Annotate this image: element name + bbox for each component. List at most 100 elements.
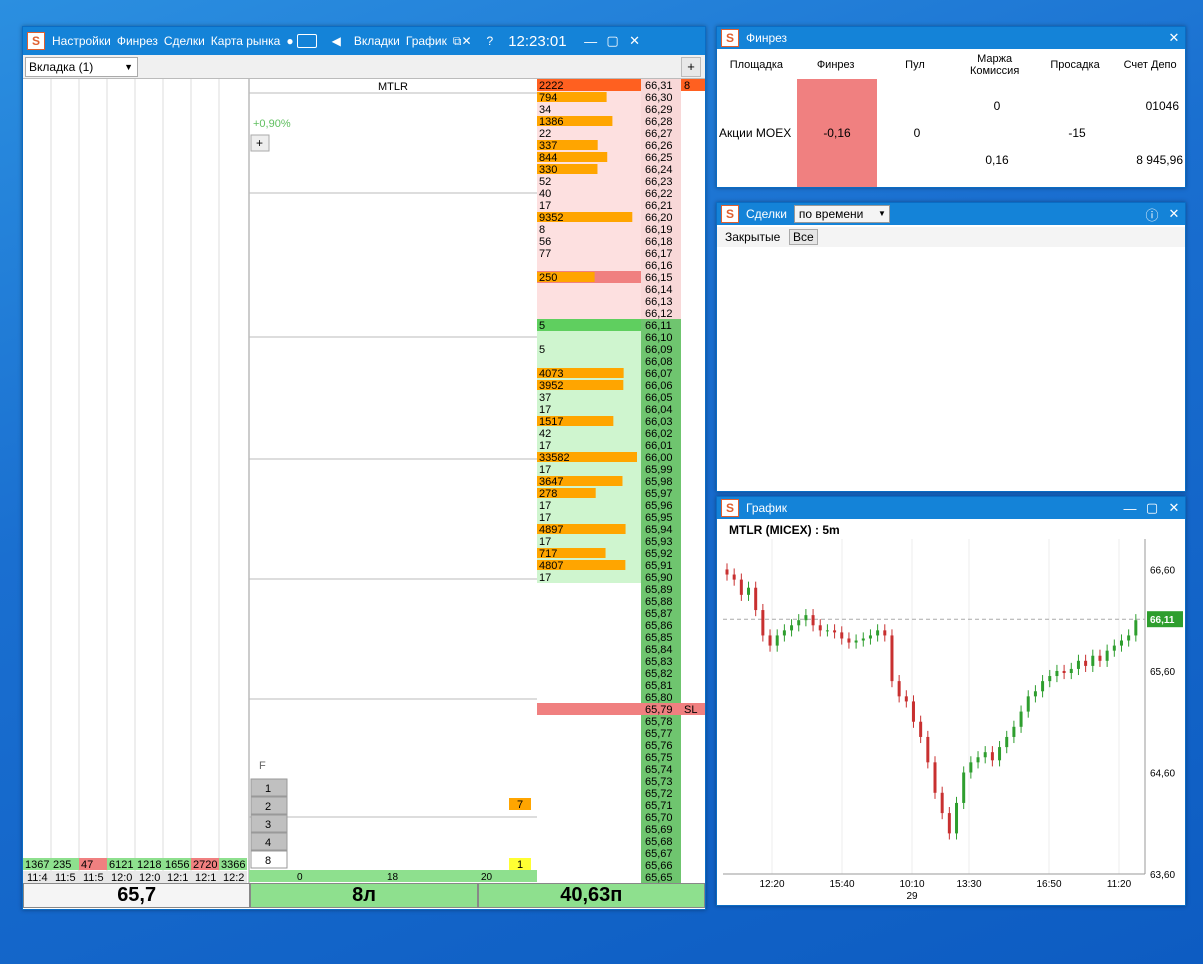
candle-body — [1091, 655, 1095, 666]
tab-select-value: Вкладка (1) — [29, 60, 94, 74]
book-volume: 5 — [539, 320, 545, 332]
book-price: 66,14 — [645, 284, 673, 296]
close-icon[interactable]: ✕ — [1168, 206, 1180, 221]
volume-bar — [537, 368, 624, 378]
price-cell-bg — [641, 607, 681, 619]
book-volume: 77 — [539, 248, 551, 260]
candle-body — [1119, 640, 1123, 646]
deals-window: S Сделки по времени ▼ ⓘ ✕ Закрытые Все — [716, 202, 1186, 492]
price-cell-bg — [641, 211, 681, 223]
candle-body — [1048, 676, 1052, 682]
book-row-bg — [537, 751, 641, 763]
book-volume: 17 — [539, 500, 551, 512]
plus-button — [250, 134, 270, 152]
price-cell-bg — [641, 223, 681, 235]
volume-bar — [537, 476, 623, 486]
menu-market-map[interactable]: Карта рынка — [210, 34, 281, 48]
candle-body — [732, 574, 736, 580]
tab-closed[interactable]: Закрытые — [725, 230, 781, 244]
bottom-bar: 65,7 8л 40,63п — [23, 883, 705, 908]
y-tick: 65,60 — [1150, 667, 1175, 678]
book-row-bg — [537, 835, 641, 847]
col-venue: Площадка — [729, 59, 784, 71]
cluster-time: 12:1 — [167, 872, 188, 884]
book-price: 66,21 — [645, 200, 673, 212]
close-icon[interactable]: ✕ — [629, 33, 641, 48]
price-cell-bg — [641, 367, 681, 379]
lot-input — [250, 814, 288, 833]
candle-body — [919, 721, 923, 737]
minimize-icon[interactable]: — — [584, 33, 598, 49]
x-tick: 15:40 — [829, 879, 854, 890]
cluster-total-bg — [191, 858, 219, 870]
tab-select[interactable]: Вкладка (1) ▼ — [25, 57, 138, 77]
finrez-value-cell — [797, 79, 877, 187]
book-price: 66,11 — [645, 320, 672, 332]
tab-all[interactable]: Все — [789, 229, 818, 245]
price-chart[interactable]: 66,60 65,60 64,60 63,60 12:20 15:40 10:10 13:30… — [717, 519, 1185, 905]
detach-icon[interactable]: ⧉✕ — [452, 33, 472, 48]
book-price: 65,90 — [645, 572, 673, 584]
price-cell-bg — [641, 103, 681, 115]
candle-body — [754, 587, 758, 611]
lot-input-value: 1 — [265, 783, 271, 795]
menu-tabs[interactable]: Вкладки — [353, 34, 400, 48]
book-price: 66,16 — [645, 260, 673, 272]
book-row-bg — [537, 823, 641, 835]
axis-tick: 18 — [387, 872, 399, 883]
price-cell-bg — [641, 871, 681, 883]
book-price: 66,29 — [645, 104, 673, 116]
deals-sort-select[interactable]: по времени ▼ — [793, 205, 890, 223]
book-price: 66,23 — [645, 176, 673, 188]
book-price: 65,66 — [645, 860, 673, 872]
menu-settings[interactable]: Настройки — [52, 34, 111, 48]
book-price: 66,26 — [645, 140, 673, 152]
order-qty-bg — [681, 79, 705, 91]
maximize-icon[interactable]: ▢ — [1145, 500, 1159, 515]
chat-icon[interactable]: ● — [286, 34, 294, 48]
volume-bar — [537, 560, 626, 570]
price-cell-bg — [641, 799, 681, 811]
volume-bar — [537, 524, 626, 534]
book-price: 65,67 — [645, 848, 673, 860]
add-tab-button[interactable]: + — [681, 57, 701, 77]
candle-body — [811, 615, 815, 626]
cluster-total: 1367 — [25, 859, 49, 871]
book-price: 66,07 — [645, 368, 673, 380]
book-volume: 17 — [539, 440, 551, 452]
menu-finrez[interactable]: Финрез — [116, 34, 158, 48]
book-row-bg — [537, 583, 641, 595]
menu-chart[interactable]: График — [405, 34, 447, 48]
book-volume: 2222 — [539, 80, 563, 92]
axis-tick: 0 — [297, 872, 303, 883]
book-volume: 3952 — [539, 380, 563, 392]
col-account: Счет Депо — [1123, 59, 1177, 71]
book-price: 65,98 — [645, 476, 673, 488]
book-price: 65,73 — [645, 776, 673, 788]
book-row-bg — [537, 619, 641, 631]
candle-body — [797, 620, 801, 626]
candle-body — [1105, 650, 1109, 661]
close-icon[interactable]: ✕ — [1168, 500, 1180, 515]
lot-input-value: 4 — [265, 837, 271, 849]
close-icon[interactable]: ✕ — [1168, 30, 1180, 45]
minimize-icon[interactable]: — — [1123, 500, 1137, 516]
maximize-icon[interactable]: ▢ — [606, 33, 619, 48]
book-price: 65,96 — [645, 500, 673, 512]
book-volume: 22 — [539, 128, 551, 140]
sl-label: SL — [684, 704, 697, 716]
help-circle-icon[interactable]: ⓘ — [1145, 207, 1159, 223]
arrow-left-icon[interactable]: ◀ — [331, 34, 341, 48]
order-badge: 7 — [517, 799, 523, 811]
price-cell-bg — [641, 667, 681, 679]
menu-deals[interactable]: Сделки — [163, 34, 205, 48]
book-price: 65,87 — [645, 608, 673, 620]
cluster-time-bg — [163, 871, 191, 883]
cluster-time-bg — [219, 871, 247, 883]
book-row-bg — [537, 463, 641, 475]
help-button[interactable]: ? — [486, 34, 494, 48]
app-logo-icon: S — [27, 32, 45, 50]
candle-body — [983, 752, 987, 758]
chat-toggle[interactable] — [296, 34, 317, 48]
x-tick: 10:10 — [899, 879, 924, 890]
